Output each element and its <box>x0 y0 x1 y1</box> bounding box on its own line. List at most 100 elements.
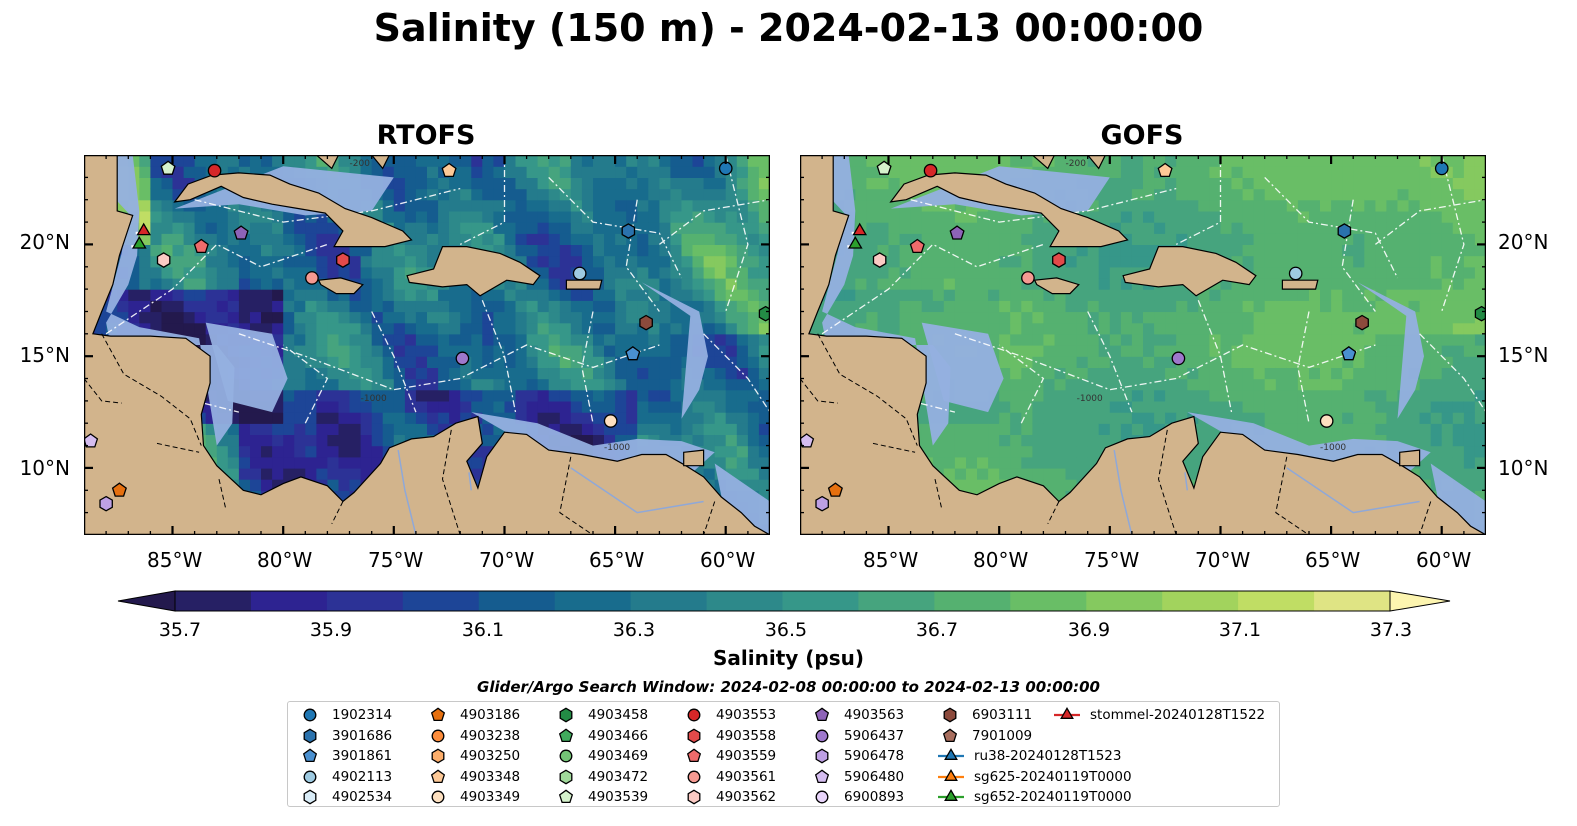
marker-3901861 <box>1341 345 1357 361</box>
land-bahamas1 <box>315 155 340 170</box>
marker-4903458 <box>758 305 770 322</box>
lon-tick-label: 65°W <box>1305 548 1361 572</box>
legend-marker <box>430 707 446 722</box>
legend-label: 4903553 <box>716 707 777 723</box>
marker-4903559 <box>909 238 925 254</box>
argo-circle-icon <box>431 790 445 804</box>
land-cuba <box>173 172 413 248</box>
map-frame <box>84 155 770 535</box>
lon-tick-label: 75°W <box>1084 548 1140 572</box>
land-puertoRico <box>565 279 603 290</box>
legend-item: 4903469 <box>552 746 648 766</box>
legend-marker <box>814 768 830 783</box>
colorbar-tick-label: 35.9 <box>309 619 353 641</box>
legend-marker <box>944 748 958 760</box>
legend-marker <box>687 728 701 743</box>
argo-circle-icon <box>815 790 829 804</box>
marker-4903561 <box>1021 271 1035 285</box>
legend-item: 4903458 <box>552 705 648 725</box>
marker-4903563 <box>949 225 965 240</box>
float-glider-markers <box>800 160 1486 512</box>
marker-sg652-20240119T0000 <box>847 236 863 249</box>
legend-label: 4903558 <box>716 727 777 744</box>
colorbar-tick-label: 36.7 <box>915 619 959 641</box>
marker-4903349 <box>1319 414 1334 428</box>
marker-4903348 <box>441 162 457 178</box>
colorbar-tick-label: 37.1 <box>1218 619 1262 641</box>
colorbar-segment <box>858 591 935 611</box>
marker-5906478 <box>99 495 113 512</box>
panel-title-rtofs: RTOFS <box>376 120 476 151</box>
legend-label: 3901861 <box>332 748 393 764</box>
legend-item: 4903563 <box>808 705 904 725</box>
argo-hexagon-icon <box>559 707 573 723</box>
marker-5906478 <box>815 495 829 512</box>
marker-4903561 <box>305 271 319 285</box>
search-window-caption: Glider/Argo Search Window: 2024-02-08 00… <box>477 678 1100 696</box>
country-borders <box>84 333 716 535</box>
land-masses <box>800 155 1486 535</box>
argo-pentagon-icon <box>430 768 446 783</box>
legend-item: sg652-20240119T0000 <box>936 787 1132 807</box>
legend-item: 4903238 <box>424 726 520 746</box>
marker-6903111 <box>1355 314 1369 331</box>
legend-item: 4903561 <box>680 767 776 787</box>
lat-tick-label: 15°N <box>19 343 70 367</box>
colorbar-tick-label: 36.5 <box>764 619 808 641</box>
glider-triangle-line-icon <box>938 789 964 801</box>
land-hispaniola <box>1122 246 1257 297</box>
legend-item: 4903349 <box>424 787 520 807</box>
argo-pentagon-icon <box>558 789 574 804</box>
colorbar-segment <box>1010 591 1087 611</box>
legend-label: 4902534 <box>332 789 393 805</box>
marker-6903111 <box>639 314 653 331</box>
legend-marker <box>303 789 317 805</box>
marker-1902314 <box>1434 161 1449 176</box>
glider-triangle-line-icon <box>1054 707 1080 719</box>
lon-tick-label: 80°W <box>257 548 313 572</box>
legend-marker <box>944 789 958 801</box>
marker-5906437 <box>455 351 470 366</box>
legend-item: 4902534 <box>296 787 392 807</box>
legend-label: 6903111 <box>972 707 1033 723</box>
land-trinidad <box>683 449 705 467</box>
legend-item: 4903558 <box>680 726 776 746</box>
marker-4902113 <box>572 266 587 281</box>
isobath-label: -200 <box>1066 159 1087 169</box>
marker-stommel-20240128T1522 <box>852 222 868 236</box>
colorbar-segment <box>782 591 859 611</box>
isobath-label: -1000 <box>1320 443 1346 453</box>
legend-marker <box>558 789 574 804</box>
rivers <box>1113 449 1420 535</box>
land-cuba <box>889 172 1129 248</box>
argo-hexagon-icon <box>815 748 829 764</box>
colorbar-segment <box>1238 591 1315 611</box>
argo-pentagon-icon <box>558 727 574 742</box>
colorbar <box>117 590 1451 612</box>
legend-label: 4903469 <box>588 748 649 764</box>
legend-item: 1902314 <box>296 705 392 725</box>
marker-3901686 <box>621 223 636 239</box>
legend-marker <box>559 707 573 723</box>
legend-item: 4903348 <box>424 767 520 787</box>
lon-tick-label: 85°W <box>147 548 203 572</box>
argo-pentagon-icon <box>430 707 446 722</box>
argo-pentagon-icon <box>302 748 318 763</box>
legend-label: 4903186 <box>460 707 521 723</box>
lat-tick-label: 20°N <box>1498 230 1549 254</box>
legend-marker <box>1060 707 1074 719</box>
legend-marker <box>687 770 701 783</box>
marker-4903186 <box>111 482 127 497</box>
legend-item: 5906478 <box>808 746 904 766</box>
marker-stommel-20240128T1522 <box>136 222 152 236</box>
legend-label: 4903458 <box>588 707 649 723</box>
argo-pentagon-icon <box>814 768 830 783</box>
legend-label: 1902314 <box>332 707 393 723</box>
marker-4903349 <box>603 414 618 428</box>
argo-hexagon-icon <box>303 728 317 743</box>
colorbar-segment <box>554 591 632 611</box>
legend-item: stommel-20240128T1522 <box>1052 705 1265 725</box>
legend-label: 4903562 <box>716 789 777 805</box>
legend-marker <box>815 790 829 804</box>
legend-label: 4903238 <box>460 727 521 744</box>
